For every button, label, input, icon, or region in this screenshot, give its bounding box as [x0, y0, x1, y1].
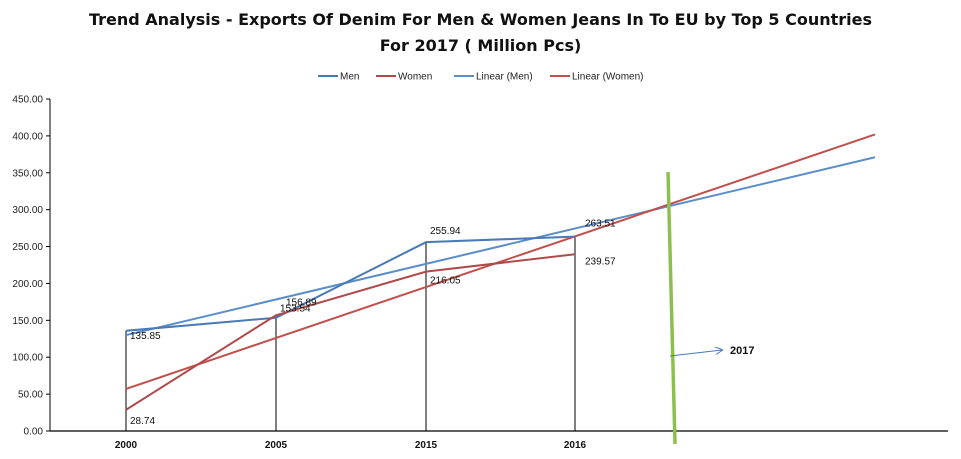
- y-tick-label: 150.00: [12, 316, 43, 327]
- data-label-men: 255.94: [430, 226, 461, 237]
- legend-label: Women: [398, 72, 432, 83]
- marker-line-2017: [666, 171, 677, 445]
- legend-label: Linear (Men): [476, 72, 533, 83]
- y-tick-label: 200.00: [12, 279, 43, 290]
- y-tick-label: 300.00: [12, 205, 43, 216]
- trendline-men: [125, 156, 876, 337]
- y-tick-label: 400.00: [12, 131, 43, 142]
- data-label-men: 153.54: [280, 304, 311, 315]
- trendline-women: [125, 133, 876, 390]
- x-tick-label: 2005: [265, 440, 288, 451]
- y-tick-label: 250.00: [12, 242, 43, 253]
- x-tick-label: 2000: [115, 440, 138, 451]
- annotation-arrow: [669, 350, 722, 357]
- data-label-women: 156.89: [286, 297, 317, 308]
- series-line-women: [125, 253, 576, 411]
- y-tick-label: 0.00: [24, 427, 44, 438]
- legend-label: Men: [340, 72, 359, 83]
- y-tick-label: 450.00: [12, 95, 43, 106]
- y-tick-label: 50.00: [18, 390, 43, 401]
- chart-subtitle: For 2017 ( Million Pcs): [379, 36, 582, 55]
- data-label-women: 239.57: [585, 256, 616, 267]
- annotation-label: 2017: [730, 345, 754, 357]
- data-label-women: 216.05: [430, 276, 461, 287]
- series-line-men: [125, 235, 576, 332]
- y-tick-label: 100.00: [12, 353, 43, 364]
- data-label-women: 28.74: [130, 416, 155, 427]
- chart-title: Trend Analysis - Exports Of Denim For Me…: [88, 10, 873, 29]
- y-tick-label: 350.00: [12, 168, 43, 179]
- data-label-men: 135.85: [130, 331, 161, 342]
- x-tick-label: 2015: [415, 440, 438, 451]
- data-label-men: 263.51: [585, 219, 616, 230]
- x-tick-label: 2016: [564, 440, 587, 451]
- legend-label: Linear (Women): [572, 72, 644, 83]
